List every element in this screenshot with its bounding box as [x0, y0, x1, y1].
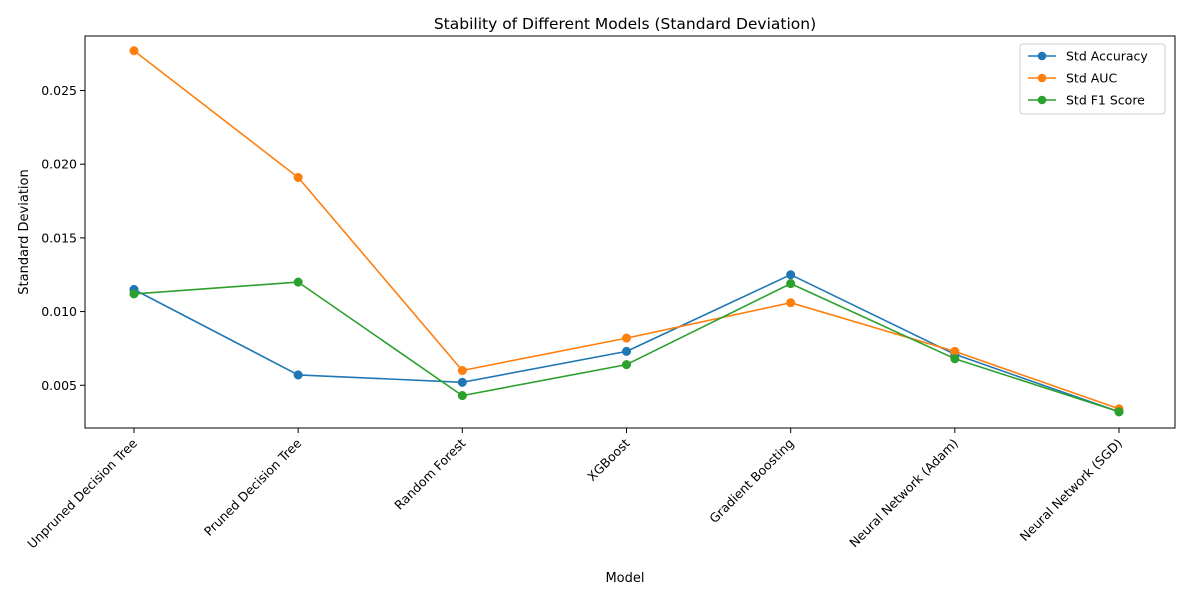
data-point-std-accuracy: [293, 370, 303, 380]
legend-box: [1019, 43, 1166, 115]
data-point-std-f1-score: [457, 391, 467, 401]
data-point-std-f1-score: [786, 279, 796, 289]
data-point-std-auc: [129, 46, 139, 56]
y-tick-label: 0.015: [41, 230, 77, 245]
legend-marker-std-auc: [1037, 73, 1047, 83]
legend-marker-std-accuracy: [1037, 51, 1047, 61]
y-axis-label: Standard Deviation: [17, 169, 32, 294]
legend-label: Std Accuracy: [1066, 49, 1148, 64]
axes-frame: [84, 35, 1176, 429]
data-point-std-accuracy: [621, 346, 632, 356]
data-point-std-f1-score: [129, 289, 139, 299]
y-tick-label: 0.005: [41, 378, 77, 393]
data-point-std-accuracy: [786, 270, 796, 280]
data-point-std-f1-score: [1114, 407, 1124, 417]
legend-marker-std-f1-score: [1037, 95, 1047, 105]
chart-title: Stability of Different Models (Standard …: [434, 15, 816, 33]
legend-entries: Std Accuracy Std AUC Std F1 Score: [1028, 49, 1148, 108]
data-point-std-auc: [457, 365, 467, 376]
legend-label: Std AUC: [1066, 71, 1117, 86]
data-point-std-auc: [621, 333, 632, 343]
x-axis-label: Model: [605, 571, 644, 586]
data-point-std-auc: [786, 298, 796, 308]
data-point-std-accuracy: [457, 377, 467, 387]
legend: Std Accuracy Std AUC Std F1 Score: [1019, 43, 1166, 115]
legend-label: Std F1 Score: [1066, 93, 1145, 108]
data-point-std-auc: [293, 172, 303, 183]
data-point-std-f1-score: [950, 354, 960, 364]
y-tick-label: 0.020: [41, 157, 77, 172]
data-point-std-f1-score: [621, 360, 632, 370]
y-tick-label: 0.025: [41, 83, 77, 98]
data-point-std-f1-score: [293, 277, 303, 287]
y-tick-label: 0.010: [41, 304, 77, 319]
